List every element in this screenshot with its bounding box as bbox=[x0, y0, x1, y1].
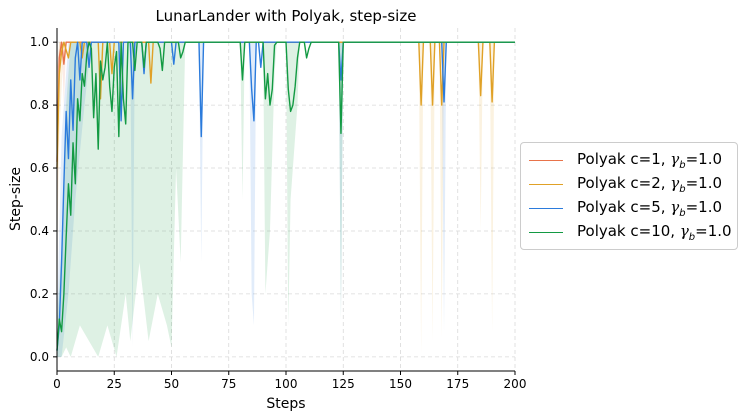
legend-swatch-c2 bbox=[529, 183, 563, 185]
legend-swatch-c10 bbox=[529, 231, 563, 233]
legend-item-c2: Polyak c=2, γb=1.0 bbox=[529, 173, 722, 195]
x-tick-label: 200 bbox=[504, 377, 527, 391]
legend-label-c10: Polyak c=10, γb=1.0 bbox=[577, 221, 732, 243]
y-tick-label: 1.0 bbox=[30, 35, 49, 49]
x-tick-label: 100 bbox=[275, 377, 298, 391]
series-line-3 bbox=[56, 41, 515, 351]
legend-label-c2: Polyak c=2, γb=1.0 bbox=[577, 173, 723, 195]
y-tick-label: 0.4 bbox=[30, 224, 49, 238]
legend-item-c1: Polyak c=1, γb=1.0 bbox=[529, 149, 722, 171]
chart-title: LunarLander with Polyak, step-size bbox=[156, 7, 417, 25]
x-tick-label: 175 bbox=[446, 377, 469, 391]
x-tick-label: 125 bbox=[332, 377, 355, 391]
legend-item-c10: Polyak c=10, γb=1.0 bbox=[529, 221, 732, 243]
confidence-bands bbox=[57, 42, 515, 357]
x-tick-label: 50 bbox=[164, 377, 179, 391]
legend-label-c1: Polyak c=1, γb=1.0 bbox=[577, 149, 723, 171]
legend-swatch-c5 bbox=[529, 207, 563, 209]
x-axis-label: Steps bbox=[266, 396, 305, 412]
y-tick-label: 0.2 bbox=[30, 287, 49, 301]
legend: Polyak c=1, γb=1.0 Polyak c=2, γb=1.0 Po… bbox=[520, 142, 738, 250]
x-tick-label: 75 bbox=[221, 377, 236, 391]
y-axis-label: Step-size bbox=[8, 167, 24, 231]
legend-item-c5: Polyak c=5, γb=1.0 bbox=[529, 197, 722, 219]
x-tick-label: 25 bbox=[107, 377, 122, 391]
series-line-1 bbox=[56, 41, 515, 169]
legend-label-c5: Polyak c=5, γb=1.0 bbox=[577, 197, 723, 219]
y-tick-label: 0.8 bbox=[30, 98, 49, 112]
x-tick-label: 0 bbox=[53, 377, 61, 391]
axes: 0 25 50 75 100 125 150 175 200 0.0 0.2 0.4 0.6 0.8 1.0 bbox=[30, 28, 527, 391]
y-tick-label: 0.6 bbox=[30, 161, 49, 175]
series-band-3 bbox=[57, 42, 515, 357]
y-tick-label: 0.0 bbox=[30, 350, 49, 364]
x-tick-label: 150 bbox=[389, 377, 412, 391]
legend-swatch-c1 bbox=[529, 159, 563, 161]
series-lines bbox=[56, 41, 515, 351]
